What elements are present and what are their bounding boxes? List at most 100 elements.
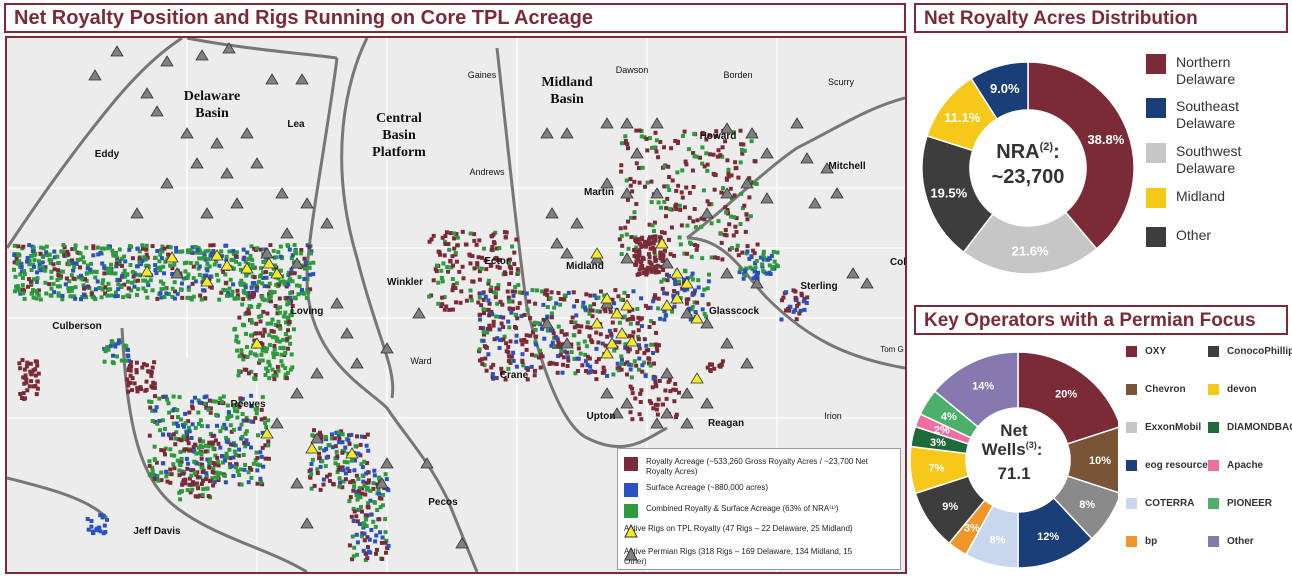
gray-triangle-icon [624,547,638,561]
acreage-block [377,496,382,500]
acreage-block [240,434,245,439]
acreage-block [630,314,635,319]
acreage-block [442,253,447,258]
acreage-block [238,398,243,403]
acreage-block [705,286,710,291]
acreage-block [442,295,447,300]
acreage-block [509,270,514,275]
acreage-block [203,477,208,482]
acreage-block [52,267,57,272]
acreage-block [186,287,191,292]
acreage-block [289,256,294,261]
acreage-block [275,311,280,316]
acreage-block [234,338,239,343]
acreage-block [206,494,211,499]
acreage-block [236,453,241,458]
acreage-block [619,163,624,168]
acreage-block [34,289,39,294]
acreage-block [110,340,115,345]
acreage-block [31,277,36,282]
acreage-block [513,312,518,317]
acreage-block [170,415,175,420]
acreage-block [637,250,642,255]
acreage-block [286,273,291,277]
acreage-block [617,320,622,325]
acreage-block [481,307,486,312]
acreage-block [35,379,40,384]
acreage-block [105,517,109,522]
acreage-block [633,237,638,242]
acreage-block [260,348,265,353]
acreage-block [537,355,541,360]
acreage-block [132,284,137,289]
acreage-block [594,377,599,382]
acreage-block [483,258,488,263]
acreage-block [491,232,496,237]
acreage-block [71,276,76,281]
acreage-block [102,523,107,528]
ops-center-line2: Wells(3): [982,440,1043,459]
legend-swatch [1126,422,1137,433]
permian-rig-marker [540,317,554,329]
acreage-block [196,266,201,271]
acreage-block [355,540,360,545]
acreage-block [189,436,194,440]
acreage-block [217,401,222,405]
permian-rig-marker [260,247,274,259]
acreage-block [326,443,331,447]
acreage-block [41,246,46,251]
acreage-block [114,251,118,255]
tpl-rig-marker [200,275,214,287]
acreage-block [182,437,186,442]
legend-text: Royalty Acreage (~533,260 Gross Royalty … [646,457,868,476]
acreage-block [685,251,689,256]
acreage-block [268,243,273,248]
acreage-block [381,492,385,497]
permian-rig-marker [88,69,102,81]
acreage-block [726,171,731,176]
acreage-block [630,189,635,194]
acreage-block [273,335,278,340]
acreage-block [181,471,186,476]
acreage-block [307,261,312,266]
acreage-block [28,361,33,366]
acreage-block [218,429,223,434]
legend-swatch [1126,460,1137,471]
acreage-block [690,292,695,297]
acreage-block [442,307,447,312]
acreage-block [507,264,512,269]
acreage-block [745,244,750,249]
acreage-block [283,372,288,377]
acreage-block [679,223,684,228]
acreage-block [691,185,696,189]
acreage-block [454,300,458,305]
acreage-block [238,396,243,401]
acreage-block [610,297,615,302]
acreage-block [317,456,322,461]
acreage-block [472,232,477,237]
acreage-block [693,310,698,314]
acreage-block [142,255,147,260]
acreage-block [178,450,183,454]
acreage-block [192,459,197,464]
acreage-block [115,278,120,283]
county-label: Lea [287,119,305,130]
acreage-block [494,286,499,291]
acreage-block [309,486,314,491]
acreage-block [723,205,728,210]
acreage-block [506,295,511,300]
acreage-block [362,522,367,527]
acreage-block [520,342,525,347]
acreage-block [119,285,124,289]
acreage-block [384,538,389,543]
acreage-block [220,425,225,430]
acreage-block [232,404,237,409]
tpl-rig-marker [590,317,604,329]
acreage-block [102,271,107,276]
acreage-block [726,167,731,172]
acreage-block [85,263,90,268]
tpl-rig-marker [305,442,319,454]
acreage-block [262,297,267,302]
acreage-block [293,248,298,253]
acreage-block [362,531,367,536]
